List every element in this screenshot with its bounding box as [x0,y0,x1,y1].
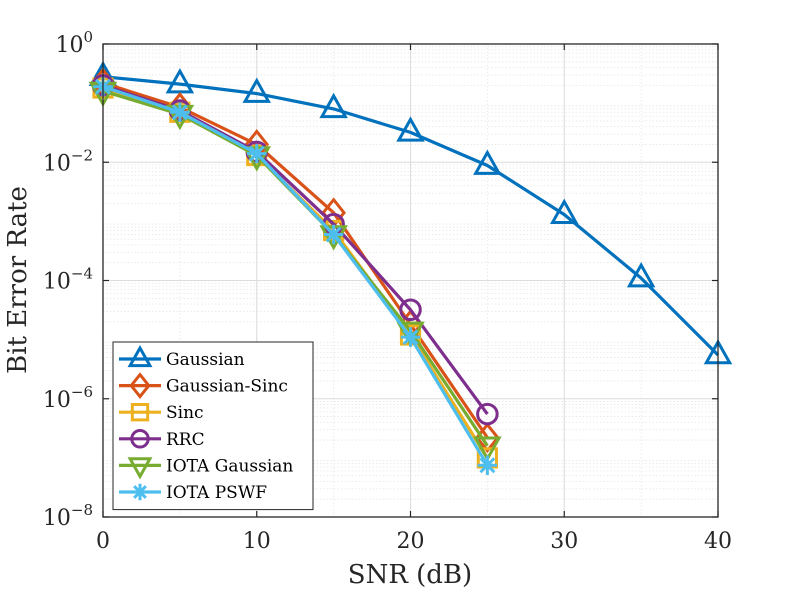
data-point [242,77,272,103]
data-point [319,92,348,119]
data-point [396,321,425,348]
series-line [102,81,489,439]
series-gaussian [88,60,733,365]
x-tick-label: 10 [243,529,271,554]
legend-label: Gaussian [166,350,245,370]
data-point [549,198,579,224]
axis-ticks [102,43,719,518]
x-axis-label: SNR (dB) [348,560,472,590]
legend-marker [127,344,153,368]
y-axis-label: Bit Error Rate [3,186,33,374]
data-point [247,143,267,164]
x-tick-label: 20 [397,529,425,554]
legend-marker [129,372,151,400]
data-point [477,455,498,476]
y-tick-label: 100 [55,28,93,58]
legend-item: Gaussian [119,344,245,370]
y-tick-label: 10−6 [43,383,93,413]
x-tick-label: 40 [704,529,732,554]
x-tick-label: 0 [96,529,110,554]
legend-marker [130,403,150,422]
legend-marker [130,429,150,449]
legend-label: IOTA PSWF [166,483,267,503]
data-point [400,327,421,347]
data-point [476,402,499,426]
data-point [165,68,195,94]
legend-label: Gaussian-Sinc [166,377,288,397]
legend-item: IOTA Gaussian [119,456,293,480]
legend-item: IOTA PSWF [119,483,267,503]
data-point [399,298,422,322]
data-point [396,116,425,142]
legend-item: RRC [119,429,205,450]
legend-marker [131,483,149,501]
data-point [323,224,344,245]
legend-label: RRC [166,430,205,450]
data-point [626,261,656,288]
legend-label: IOTA Gaussian [166,456,293,476]
series-line [102,75,720,357]
data-point [473,436,502,462]
legend-label: Sinc [166,403,204,423]
series-line [102,85,489,467]
data-point [473,149,502,175]
legend-marker [127,457,153,480]
y-tick-label: 10−2 [43,146,93,176]
tick-labels: 0 10 20 30 40 100 10−2 10−4 10−6 10−8 [43,28,732,554]
y-tick-label: 10−8 [43,501,93,531]
legend-box [112,341,314,511]
x-tick-label: 30 [550,529,578,554]
legend-item: Gaussian-Sinc [119,372,288,400]
data-point [170,102,190,123]
legend: Gaussian Gaussian-Sinc Sinc RRC IOTA Gaussia… [112,341,314,511]
y-tick-label: 10−4 [43,265,93,295]
legend-item: Sinc [119,403,204,423]
